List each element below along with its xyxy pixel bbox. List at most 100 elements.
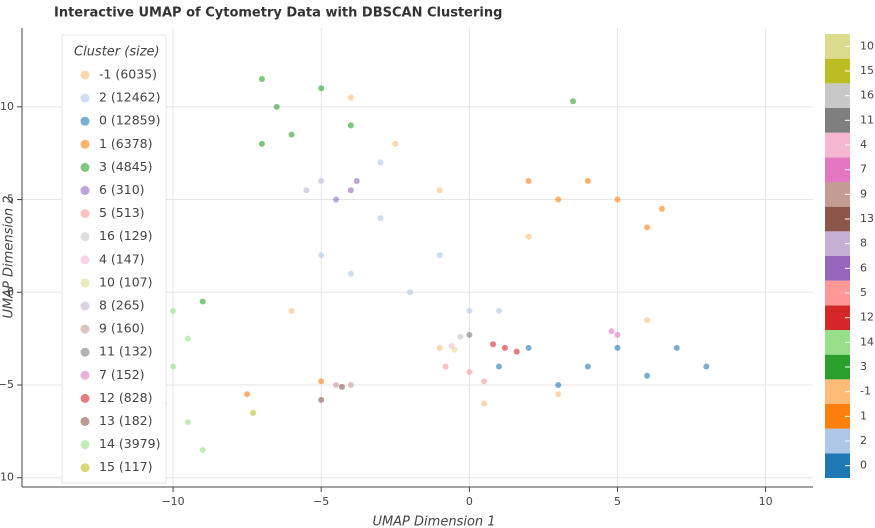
data-point [318, 252, 325, 259]
data-point [288, 131, 295, 138]
legend-marker [80, 463, 90, 473]
data-point [199, 298, 206, 305]
data-point [513, 348, 520, 355]
colorbar-label: 16 [860, 89, 874, 102]
legend-label: 14 (3979) [99, 436, 160, 451]
data-point [333, 382, 340, 388]
data-point [644, 317, 651, 324]
x-tick-label: −10 [161, 495, 184, 508]
legend-marker [80, 417, 90, 426]
data-point [608, 328, 615, 335]
data-point [490, 341, 497, 348]
legend-label: 1 (6378) [99, 136, 153, 151]
colorbar-label: 11 [860, 113, 874, 126]
data-point [347, 187, 354, 194]
legend-marker [80, 347, 90, 357]
data-point [258, 140, 265, 147]
data-point [303, 187, 310, 194]
colorbar-label: 4 [860, 138, 867, 151]
data-point [377, 159, 384, 166]
legend-label: 13 (182) [99, 413, 153, 428]
data-point [457, 333, 464, 340]
data-point [318, 396, 325, 403]
legend-marker [80, 70, 90, 80]
data-point [184, 419, 191, 426]
data-point [338, 383, 345, 390]
data-point [703, 363, 710, 370]
legend-marker [80, 162, 90, 172]
data-point [347, 382, 354, 388]
colorbar-label: 6 [860, 261, 867, 274]
data-point [658, 205, 665, 212]
colorbar-label: 13 [860, 212, 874, 225]
legend-marker [80, 116, 90, 126]
data-point [170, 363, 177, 370]
legend-label: 12 (828) [99, 390, 153, 405]
data-point [614, 331, 621, 338]
legend-marker [80, 232, 90, 242]
legend-marker [80, 324, 90, 334]
legend-marker [80, 301, 90, 311]
legend-marker [80, 255, 90, 265]
data-point [392, 140, 399, 147]
colorbar-label: 10 [860, 39, 874, 52]
data-point [466, 331, 473, 338]
legend-marker [80, 93, 90, 103]
data-point [244, 391, 251, 398]
legend-label: 6 (310) [99, 182, 145, 197]
colorbar-label: 1 [860, 409, 867, 422]
data-point [614, 196, 621, 203]
colorbar-label: 12 [860, 311, 874, 324]
data-point [199, 446, 206, 453]
legend-marker [80, 278, 90, 288]
legend-marker [80, 393, 90, 403]
legend-label: -1 (6035) [99, 67, 157, 82]
x-tick-label: 10 [759, 495, 773, 508]
data-point [407, 289, 414, 296]
y-tick-label: 0 [7, 285, 14, 298]
legend-label: 2 (12462) [99, 90, 160, 105]
data-point [451, 346, 458, 353]
legend-label: 15 (117) [99, 459, 153, 474]
legend-marker [80, 440, 90, 450]
data-point [584, 363, 591, 370]
colorbar-label: 14 [860, 335, 874, 348]
x-axis-label: UMAP Dimension 1 [372, 515, 495, 528]
x-tick-label: 5 [614, 495, 621, 508]
colorbar-label: 5 [860, 286, 867, 299]
data-point [481, 400, 488, 407]
legend-label: 7 (152) [99, 367, 145, 382]
data-point [258, 76, 265, 82]
data-point [501, 344, 508, 351]
data-point [318, 85, 325, 92]
data-point [495, 307, 502, 314]
data-point [673, 344, 680, 351]
legend-marker [80, 186, 90, 195]
chart-title: Interactive UMAP of Cytometry Data with … [54, 6, 502, 21]
legend-label: 5 (513) [99, 205, 145, 220]
legend-label: 4 (147) [99, 251, 145, 266]
data-point [466, 307, 473, 314]
data-point [555, 196, 562, 203]
data-point [250, 409, 257, 416]
colorbar-label: 8 [860, 237, 867, 250]
data-point [525, 178, 532, 184]
data-point [555, 391, 562, 398]
data-point [377, 215, 384, 222]
data-point [466, 369, 473, 376]
data-point [481, 378, 488, 385]
colorbar-label: 9 [860, 187, 867, 200]
data-point [273, 103, 280, 110]
legend-box [61, 34, 167, 484]
legend-marker [80, 139, 90, 149]
colorbar-label: 3 [860, 360, 867, 373]
legend-label: 8 (265) [99, 298, 145, 313]
legend-label: 0 (12859) [99, 113, 160, 128]
data-point [347, 270, 354, 277]
data-point [318, 378, 325, 385]
y-tick-label: −10 [0, 471, 14, 484]
data-point [436, 344, 443, 351]
data-point [644, 224, 651, 231]
legend-label: 3 (4845) [99, 159, 153, 174]
data-point [318, 178, 325, 184]
